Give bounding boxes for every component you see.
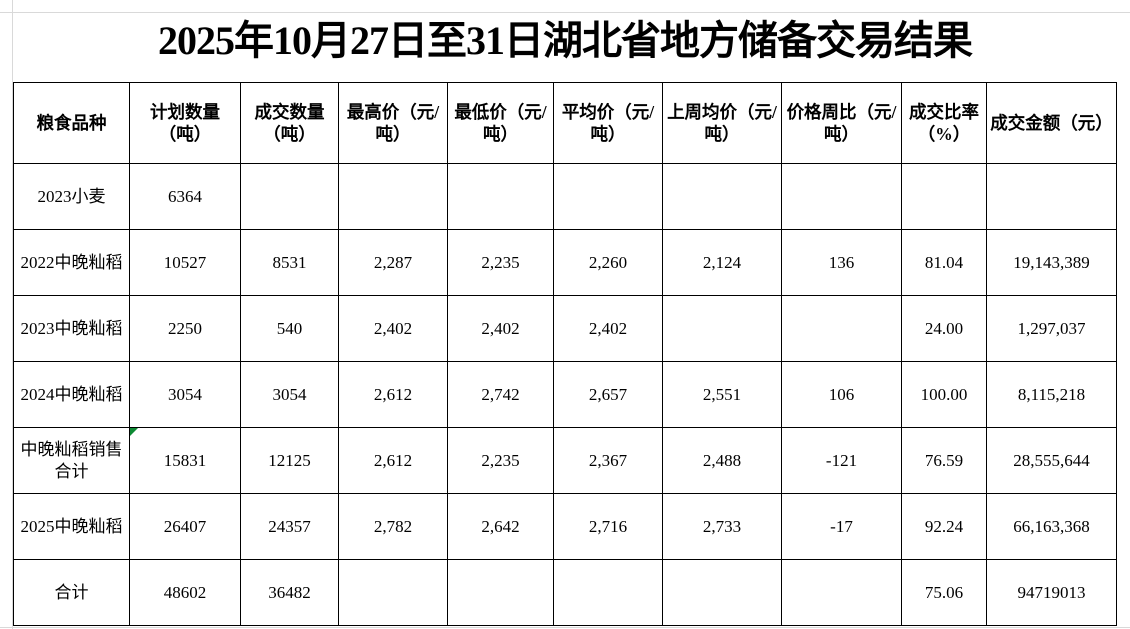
cell-variety[interactable]: 2025中晚籼稻 [13,493,130,560]
cell-price-wow[interactable] [781,559,902,626]
cell-low-price[interactable] [447,559,554,626]
cell-price-wow[interactable]: -17 [781,493,902,560]
column-header-last-week-avg: 上周均价（元/吨） [662,82,782,164]
cell-low-price[interactable] [447,163,554,230]
cell-last-week-avg[interactable] [662,559,782,626]
table-row: 2022中晚籼稻 10527 8531 2,287 2,235 2,260 2,124 136… [13,229,1117,296]
cell-deal-amount[interactable]: 28,555,644 [986,427,1117,494]
cell-price-wow[interactable] [781,295,902,362]
cell-plan-qty[interactable]: 10527 [129,229,241,296]
cell-deal-qty[interactable]: 24357 [240,493,339,560]
sheet-gridline-vertical [12,0,13,629]
column-header-low-price: 最低价（元/吨） [447,82,554,164]
cell-low-price[interactable]: 2,742 [447,361,554,428]
cell-avg-price[interactable]: 2,716 [553,493,663,560]
cell-variety[interactable]: 2022中晚籼稻 [13,229,130,296]
cell-plan-qty[interactable]: 3054 [129,361,241,428]
cell-deal-amount[interactable]: 1,297,037 [986,295,1117,362]
cell-price-wow[interactable]: -121 [781,427,902,494]
cell-last-week-avg[interactable]: 2,551 [662,361,782,428]
table-row: 2023中晚籼稻 2250 540 2,402 2,402 2,402 24.00 1,297… [13,295,1117,362]
cell-high-price[interactable] [338,163,448,230]
column-header-variety: 粮食品种 [13,82,130,164]
cell-price-wow[interactable]: 106 [781,361,902,428]
sheet-gridline-horizontal [0,627,1130,628]
cell-deal-rate[interactable]: 24.00 [901,295,987,362]
cell-deal-amount[interactable]: 94719013 [986,559,1117,626]
column-header-deal-rate: 成交比率（%） [901,82,987,164]
column-header-avg-price: 平均价（元/吨） [553,82,663,164]
table-row: 2024中晚籼稻 3054 3054 2,612 2,742 2,657 2,551 106 1… [13,361,1117,428]
cell-low-price[interactable]: 2,235 [447,229,554,296]
cell-deal-rate[interactable]: 81.04 [901,229,987,296]
table-row: 2023小麦 6364 [13,163,1117,230]
cell-low-price[interactable]: 2,235 [447,427,554,494]
cell-deal-amount[interactable] [986,163,1117,230]
cell-deal-amount[interactable]: 19,143,389 [986,229,1117,296]
cell-deal-rate[interactable] [901,163,987,230]
cell-last-week-avg[interactable] [662,295,782,362]
cell-avg-price[interactable]: 2,260 [553,229,663,296]
cell-deal-rate[interactable]: 100.00 [901,361,987,428]
cell-deal-amount[interactable]: 8,115,218 [986,361,1117,428]
cell-high-price[interactable]: 2,782 [338,493,448,560]
cell-deal-rate[interactable]: 92.24 [901,493,987,560]
cell-variety[interactable]: 2024中晚籼稻 [13,361,130,428]
cell-variety[interactable]: 合计 [13,559,130,626]
cell-plan-qty[interactable]: 26407 [129,493,241,560]
cell-deal-qty[interactable]: 12125 [240,427,339,494]
cell-low-price[interactable]: 2,402 [447,295,554,362]
cell-deal-rate[interactable]: 76.59 [901,427,987,494]
cell-high-price[interactable]: 2,287 [338,229,448,296]
cell-deal-qty[interactable] [240,163,339,230]
cell-high-price[interactable] [338,559,448,626]
column-header-deal-amount: 成交金额（元） [986,82,1117,164]
table-header-row: 粮食品种 计划数量（吨） 成交数量（吨） 最高价（元/吨） 最低价（元/吨） 平… [13,82,1117,164]
column-header-price-wow: 价格周比（元/吨） [781,82,902,164]
cell-plan-qty[interactable]: 15831 [129,427,241,494]
cell-plan-qty[interactable]: 48602 [129,559,241,626]
cell-last-week-avg[interactable]: 2,488 [662,427,782,494]
cell-avg-price[interactable] [553,163,663,230]
cell-avg-price[interactable]: 2,367 [553,427,663,494]
cell-deal-amount[interactable]: 66,163,368 [986,493,1117,560]
cell-deal-qty[interactable]: 3054 [240,361,339,428]
column-header-plan-qty: 计划数量（吨） [129,82,241,164]
cell-plan-qty[interactable]: 2250 [129,295,241,362]
cell-last-week-avg[interactable] [662,163,782,230]
cell-variety[interactable]: 2023小麦 [13,163,130,230]
cell-avg-price[interactable]: 2,657 [553,361,663,428]
table-body: 2023小麦 6364 2022中晚籼稻 10527 8531 2,287 2,235 2,2… [13,163,1117,626]
cell-low-price[interactable]: 2,642 [447,493,554,560]
cell-price-wow[interactable]: 136 [781,229,902,296]
trade-results-table: 粮食品种 计划数量（吨） 成交数量（吨） 最高价（元/吨） 最低价（元/吨） 平… [13,82,1117,626]
cell-variety[interactable]: 中晚籼稻销售合计 [13,427,130,494]
cell-deal-qty[interactable]: 8531 [240,229,339,296]
cell-deal-qty[interactable]: 540 [240,295,339,362]
cell-variety[interactable]: 2023中晚籼稻 [13,295,130,362]
column-header-deal-qty: 成交数量（吨） [240,82,339,164]
sheet-gridline-horizontal [0,12,1130,13]
table-row: 合计 48602 36482 75.06 94719013 [13,559,1117,626]
cell-last-week-avg[interactable]: 2,124 [662,229,782,296]
cell-plan-qty[interactable]: 6364 [129,163,241,230]
cell-high-price[interactable]: 2,612 [338,427,448,494]
table-row: 中晚籼稻销售合计 15831 12125 2,612 2,235 2,367 2,488 -1… [13,427,1117,494]
cell-high-price[interactable]: 2,402 [338,295,448,362]
page-title: 2025年10月27日至31日湖北省地方储备交易结果 [158,18,973,63]
cell-deal-qty[interactable]: 36482 [240,559,339,626]
cell-deal-rate[interactable]: 75.06 [901,559,987,626]
cell-price-wow[interactable] [781,163,902,230]
cell-avg-price[interactable]: 2,402 [553,295,663,362]
table-row: 2025中晚籼稻 26407 24357 2,782 2,642 2,716 2,733 -1… [13,493,1117,560]
cell-high-price[interactable]: 2,612 [338,361,448,428]
cell-error-marker-icon [130,428,138,436]
cell-avg-price[interactable] [553,559,663,626]
column-header-high-price: 最高价（元/吨） [338,82,448,164]
cell-last-week-avg[interactable]: 2,733 [662,493,782,560]
